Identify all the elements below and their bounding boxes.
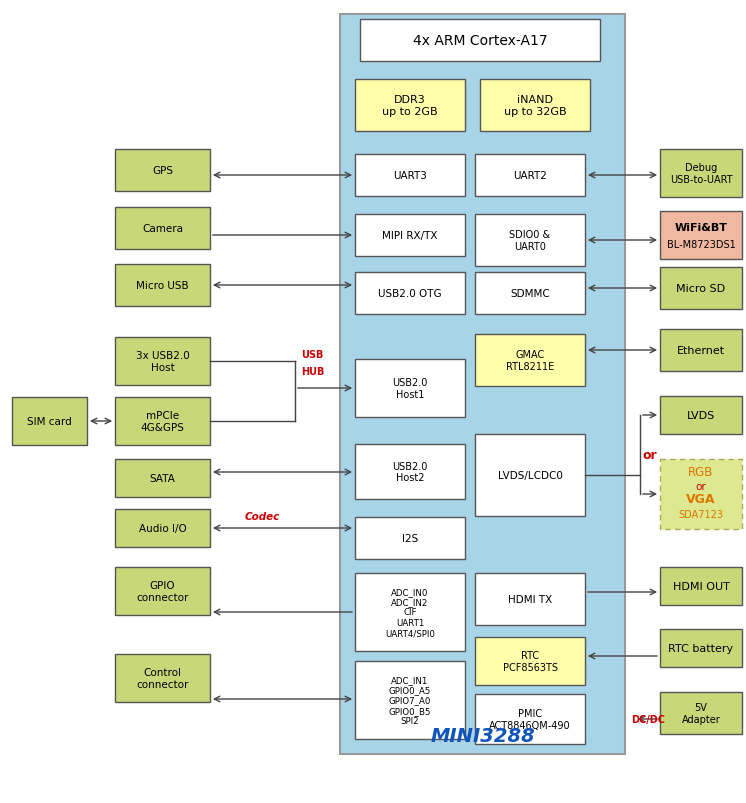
Text: Ethernet: Ethernet — [677, 345, 725, 356]
Text: SIM card: SIM card — [27, 417, 72, 426]
Text: GMAC
RTL8211E: GMAC RTL8211E — [506, 350, 554, 371]
Text: Control
connector: Control connector — [137, 667, 189, 689]
Bar — [12, 397, 87, 446]
Bar — [340, 15, 625, 754]
Bar — [115, 459, 210, 497]
Text: PMIC
ACT8846QM-490: PMIC ACT8846QM-490 — [489, 708, 571, 730]
Text: SDA7123: SDA7123 — [679, 509, 724, 519]
Bar — [475, 273, 585, 315]
Bar — [115, 265, 210, 307]
Text: GPS: GPS — [152, 165, 173, 176]
Text: iNAND
up to 32GB: iNAND up to 32GB — [504, 95, 566, 116]
Text: ADC_IN0
ADC_IN2
CIF
UART1
UART4/SPI0: ADC_IN0 ADC_IN2 CIF UART1 UART4/SPI0 — [385, 587, 435, 638]
Text: HUB: HUB — [301, 366, 325, 377]
Text: mPCIe
4G&GPS: mPCIe 4G&GPS — [140, 410, 184, 432]
Text: I2S: I2S — [402, 533, 418, 544]
Bar — [355, 661, 465, 739]
Text: LVDS: LVDS — [687, 410, 715, 421]
Text: UART2: UART2 — [513, 171, 547, 181]
Text: 4x ARM Cortex-A17: 4x ARM Cortex-A17 — [413, 34, 548, 48]
Text: USB2.0
Host2: USB2.0 Host2 — [392, 461, 427, 483]
Bar — [660, 397, 742, 434]
Bar — [660, 212, 742, 259]
Text: Debug
USB-to-UART: Debug USB-to-UART — [670, 163, 733, 185]
Text: UART3: UART3 — [393, 171, 427, 181]
Bar — [475, 155, 585, 197]
Bar — [115, 208, 210, 250]
Bar — [475, 573, 585, 626]
Bar — [355, 273, 465, 315]
Bar — [355, 517, 465, 560]
Bar — [355, 155, 465, 197]
Text: 3x USB2.0
Host: 3x USB2.0 Host — [136, 351, 189, 373]
Text: SDIO0 &
UART0: SDIO0 & UART0 — [510, 230, 551, 251]
Bar — [115, 567, 210, 615]
Text: HDMI OUT: HDMI OUT — [673, 581, 730, 591]
Bar — [480, 80, 590, 132]
Text: MIPI RX/TX: MIPI RX/TX — [382, 230, 438, 241]
Text: 5V
Adapter: 5V Adapter — [682, 703, 721, 724]
Text: or: or — [643, 449, 657, 462]
Text: USB: USB — [301, 349, 323, 360]
Text: VGA: VGA — [686, 493, 715, 506]
Bar — [115, 397, 210, 446]
Bar — [355, 80, 465, 132]
Bar — [355, 360, 465, 418]
Text: Codec: Codec — [245, 512, 280, 521]
Bar — [475, 335, 585, 386]
Text: LVDS/LCDC0: LVDS/LCDC0 — [498, 471, 562, 480]
Bar — [360, 20, 600, 62]
Bar — [475, 694, 585, 744]
Bar — [660, 459, 742, 529]
Bar — [660, 567, 742, 605]
Bar — [355, 573, 465, 651]
Text: BL-M8723DS1: BL-M8723DS1 — [667, 240, 736, 250]
Text: USB2.0
Host1: USB2.0 Host1 — [392, 377, 427, 399]
Bar — [475, 638, 585, 685]
Text: USB2.0 OTG: USB2.0 OTG — [378, 288, 442, 299]
Text: ADC_IN1
GPIO0_A5
GPIO7_A0
GPIO0_B5
SPI2: ADC_IN1 GPIO0_A5 GPIO7_A0 GPIO0_B5 SPI2 — [389, 675, 431, 725]
Text: GPIO
connector: GPIO connector — [137, 581, 189, 602]
Text: WiFi&BT: WiFi&BT — [674, 222, 727, 233]
Text: HDMI TX: HDMI TX — [508, 594, 552, 604]
Bar — [115, 654, 210, 702]
Bar — [115, 337, 210, 385]
Text: Audio I/O: Audio I/O — [139, 524, 186, 533]
Text: Micro SD: Micro SD — [677, 283, 726, 294]
Text: Camera: Camera — [142, 224, 183, 234]
Text: or: or — [695, 481, 706, 491]
Bar — [660, 692, 742, 734]
Bar — [115, 150, 210, 192]
Bar — [660, 150, 742, 198]
Bar — [355, 444, 465, 499]
Bar — [475, 434, 585, 516]
Bar — [660, 630, 742, 667]
Text: SDMMC: SDMMC — [510, 288, 550, 299]
Text: SATA: SATA — [149, 474, 175, 483]
Text: DC/DC: DC/DC — [631, 714, 665, 724]
Text: RGB: RGB — [689, 466, 714, 479]
Text: MINI3288: MINI3288 — [430, 727, 535, 745]
Bar — [660, 267, 742, 310]
Text: DDR3
up to 2GB: DDR3 up to 2GB — [382, 95, 438, 116]
Bar — [475, 214, 585, 267]
Text: RTC battery: RTC battery — [668, 643, 733, 653]
Bar — [355, 214, 465, 257]
Bar — [115, 509, 210, 548]
Text: RTC
PCF8563TS: RTC PCF8563TS — [503, 650, 557, 672]
Bar — [660, 329, 742, 372]
Text: Micro USB: Micro USB — [137, 281, 189, 291]
